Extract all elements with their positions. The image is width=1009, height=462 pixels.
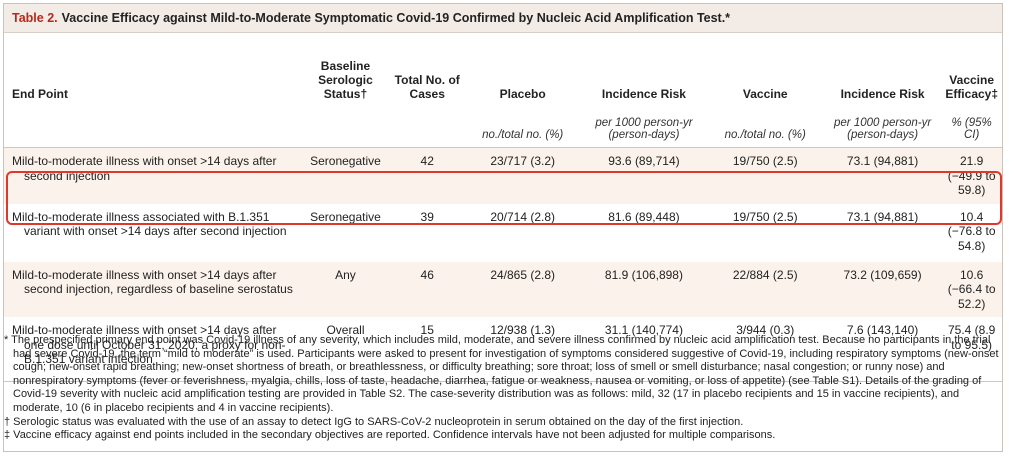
cell-incidence-vaccine: 73.1 (94,881) (846, 209, 919, 224)
cell-total-cases: 42 (390, 147, 465, 204)
cell-vaccine-efficacy: 75.4 (8.9 to 95.5) (941, 317, 1002, 382)
subheader-empty (4, 107, 301, 148)
table-frame: Table 2. Vaccine Efficacy against Mild-t… (3, 3, 1003, 452)
table-title-bar: Table 2. Vaccine Efficacy against Mild-t… (4, 4, 1002, 33)
cell-end-point: Mild-to-moderate illness associated with… (12, 209, 287, 239)
table-row: Mild-to-moderate illness associated with… (4, 204, 1002, 262)
cell-incidence-placebo: 81.6 (89,448) (608, 209, 680, 224)
cell-end-point: Mild-to-moderate illness with onset >14 … (4, 317, 301, 382)
footnotes: * The prespecified primary end point was… (4, 334, 1000, 443)
cell-placebo: 24/865 (2.8) (464, 261, 582, 317)
col-header-serologic-status: Baseline Serologic Status† (318, 59, 373, 101)
subheader-incidence-placebo: per 1000 person-yr (person-days) (595, 117, 693, 141)
col-header-vaccine: Vaccine (742, 87, 788, 101)
col-header-vaccine-efficacy: Vaccine Efficacy‡ (945, 73, 999, 101)
cell-serologic-status: Seronegative (300, 147, 391, 204)
col-header-incidence-placebo: Incidence Risk (601, 87, 686, 101)
subheader-empty (301, 107, 391, 148)
cell-vaccine-efficacy: 10.4 (−76.8 to 54.8) (947, 209, 996, 253)
cell-total-cases: 46 (390, 261, 465, 317)
cell-total-cases: 39 (420, 209, 434, 224)
subheader-efficacy: % (95% CI) (951, 117, 992, 141)
table-row: Mild-to-moderate illness with onset >14 … (4, 317, 1002, 382)
col-header-end-point: End Point (12, 87, 68, 101)
cell-end-point: Mild-to-moderate illness with onset >14 … (4, 261, 301, 317)
cell-vaccine-efficacy: 10.6 (−66.4 to 52.2) (941, 261, 1002, 317)
cell-incidence-placebo: 93.6 (89,714) (581, 147, 707, 204)
efficacy-table: End Point Baseline Serologic Status† Tot… (4, 33, 1002, 382)
cell-placebo: 12/938 (1.3) (464, 317, 582, 382)
cell-vaccine: 3/944 (0.3) (706, 317, 824, 382)
cell-serologic-status: Any (300, 261, 391, 317)
cell-vaccine: 19/750 (2.5) (732, 209, 798, 224)
col-header-incidence-vaccine: Incidence Risk (840, 87, 925, 101)
cell-vaccine: 19/750 (2.5) (706, 147, 824, 204)
table-row: Mild-to-moderate illness with onset >14 … (4, 261, 1002, 317)
subheader-placebo: no./total no. (%) (482, 129, 564, 141)
footnote-serologic-status: † Serologic status was evaluated with th… (4, 415, 744, 428)
footnote-vaccine-efficacy: ‡ Vaccine efficacy against end points in… (4, 429, 776, 442)
header-row: End Point Baseline Serologic Status† Tot… (4, 33, 1002, 107)
cell-serologic-status: Overall (300, 317, 391, 382)
cell-incidence-placebo: 81.9 (106,898) (581, 261, 707, 317)
table-number: Table 2. (12, 11, 58, 25)
table-title: Vaccine Efficacy against Mild-to-Moderat… (61, 11, 731, 25)
col-header-placebo: Placebo (499, 87, 546, 101)
table-row: Mild-to-moderate illness with onset >14 … (4, 147, 1002, 204)
cell-placebo: 23/717 (3.2) (464, 147, 582, 204)
subheader-vaccine: no./total no. (%) (724, 129, 806, 141)
cell-vaccine: 22/884 (2.5) (706, 261, 824, 317)
col-header-total-cases: Total No. of Cases (394, 73, 460, 101)
cell-vaccine-efficacy: 21.9 (−49.9 to 59.8) (941, 147, 1002, 204)
cell-incidence-vaccine: 73.2 (109,659) (823, 261, 942, 317)
subheader-incidence-vaccine: per 1000 person-yr (person-days) (834, 117, 932, 141)
footnote-primary-end-point: * The prespecified primary end point was… (4, 334, 999, 414)
cell-total-cases: 15 (390, 317, 465, 382)
cell-end-point: Mild-to-moderate illness with onset >14 … (4, 147, 301, 204)
cell-placebo: 20/714 (2.8) (490, 209, 556, 224)
cell-incidence-placebo: 31.1 (140,774) (581, 317, 707, 382)
cell-serologic-status: Seronegative (310, 209, 381, 224)
subheader-empty (390, 107, 464, 148)
subheader-row: no./total no. (%) per 1000 person-yr (pe… (4, 107, 1002, 148)
cell-incidence-vaccine: 7.6 (143,140) (823, 317, 942, 382)
cell-incidence-vaccine: 73.1 (94,881) (823, 147, 942, 204)
